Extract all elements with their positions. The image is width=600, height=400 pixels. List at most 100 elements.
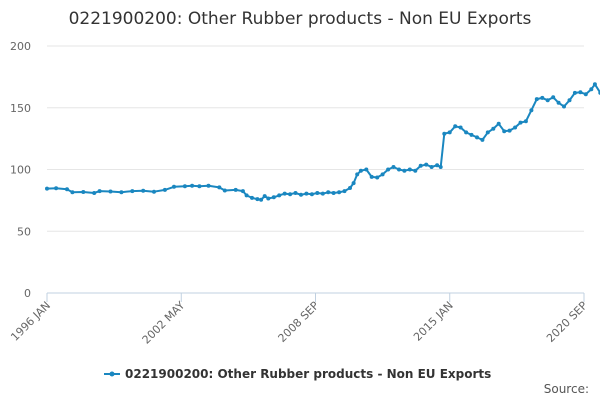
data-point-0-12[interactable] — [162, 187, 167, 192]
data-point-0-46[interactable] — [364, 167, 369, 172]
data-point-0-73[interactable] — [507, 128, 512, 133]
data-point-0-2[interactable] — [65, 187, 69, 192]
data-point-0-11[interactable] — [152, 189, 156, 194]
data-point-0-61[interactable] — [442, 131, 447, 136]
data-point-0-33[interactable] — [299, 192, 303, 197]
data-point-0-45[interactable] — [358, 168, 363, 173]
data-point-0-44[interactable] — [355, 172, 360, 177]
data-point-0-83[interactable] — [562, 104, 566, 109]
data-point-0-50[interactable] — [386, 167, 391, 172]
data-point-0-89[interactable] — [592, 82, 597, 87]
data-point-0-0[interactable] — [45, 186, 49, 191]
data-point-0-31[interactable] — [288, 192, 293, 197]
data-point-0-22[interactable] — [244, 193, 249, 198]
data-point-0-35[interactable] — [309, 192, 314, 197]
data-point-0-67[interactable] — [475, 135, 479, 140]
data-point-0-10[interactable] — [141, 188, 146, 193]
data-point-0-41[interactable] — [342, 189, 347, 194]
data-point-0-29[interactable] — [277, 193, 282, 198]
data-point-0-47[interactable] — [369, 174, 374, 179]
x-tick-label-2: 2008 SEP — [276, 299, 322, 345]
data-point-0-27[interactable] — [266, 196, 271, 201]
data-point-0-34[interactable] — [304, 191, 309, 196]
data-point-0-75[interactable] — [518, 120, 523, 125]
data-point-0-54[interactable] — [407, 167, 412, 172]
data-point-0-71[interactable] — [496, 121, 501, 126]
data-point-0-19[interactable] — [222, 188, 227, 193]
data-point-0-87[interactable] — [583, 92, 588, 97]
data-point-0-62[interactable] — [447, 130, 452, 135]
data-point-0-37[interactable] — [320, 191, 325, 196]
data-point-0-66[interactable] — [469, 132, 474, 137]
data-point-0-6[interactable] — [97, 189, 102, 194]
data-point-0-59[interactable] — [435, 163, 440, 168]
data-point-0-26[interactable] — [262, 194, 267, 199]
data-point-0-28[interactable] — [271, 195, 276, 200]
data-point-0-16[interactable] — [197, 184, 202, 189]
data-point-0-21[interactable] — [240, 189, 245, 194]
data-point-0-86[interactable] — [578, 90, 583, 95]
data-point-0-82[interactable] — [556, 100, 561, 105]
data-point-0-72[interactable] — [502, 129, 507, 134]
data-point-0-48[interactable] — [375, 175, 380, 180]
data-point-0-43[interactable] — [351, 181, 356, 186]
data-point-0-63[interactable] — [453, 124, 458, 129]
data-point-0-64[interactable] — [458, 125, 463, 130]
data-point-0-13[interactable] — [172, 184, 176, 189]
data-point-0-77[interactable] — [529, 108, 534, 113]
data-point-0-69[interactable] — [485, 130, 490, 135]
data-point-0-40[interactable] — [337, 190, 342, 195]
data-point-0-51[interactable] — [391, 165, 396, 169]
data-point-0-60[interactable] — [438, 165, 443, 169]
data-point-0-68[interactable] — [480, 137, 485, 142]
data-point-0-78[interactable] — [534, 97, 539, 102]
data-point-0-8[interactable] — [119, 190, 124, 195]
data-point-0-55[interactable] — [413, 168, 418, 173]
series-layer — [45, 82, 600, 202]
data-point-0-18[interactable] — [217, 185, 222, 190]
x-tick-label-0: 1996 JAN — [8, 299, 53, 344]
data-point-0-88[interactable] — [589, 87, 594, 92]
data-point-0-39[interactable] — [331, 191, 336, 195]
x-tick-label-3: 2015 JAN — [411, 299, 456, 344]
data-point-0-49[interactable] — [380, 172, 385, 177]
data-point-0-80[interactable] — [545, 98, 550, 103]
data-point-0-56[interactable] — [418, 163, 423, 168]
data-point-0-7[interactable] — [108, 189, 113, 194]
data-point-0-20[interactable] — [233, 187, 238, 192]
data-point-0-9[interactable] — [130, 189, 135, 194]
y-tick-label-4: 200 — [10, 40, 31, 53]
data-point-0-25[interactable] — [259, 197, 264, 202]
data-point-0-24[interactable] — [255, 197, 260, 202]
data-point-0-84[interactable] — [567, 98, 572, 103]
data-point-0-23[interactable] — [250, 195, 254, 200]
data-point-0-58[interactable] — [429, 165, 434, 169]
data-point-0-30[interactable] — [282, 191, 287, 196]
data-point-0-1[interactable] — [54, 186, 59, 191]
data-point-0-85[interactable] — [572, 90, 577, 95]
data-point-0-15[interactable] — [190, 183, 195, 188]
data-point-0-17[interactable] — [206, 183, 211, 188]
data-point-0-52[interactable] — [397, 167, 401, 172]
data-point-0-38[interactable] — [326, 190, 331, 195]
data-point-0-79[interactable] — [540, 95, 545, 100]
legend[interactable]: 0221900200: Other Rubber products - Non … — [104, 367, 491, 381]
data-point-0-4[interactable] — [81, 190, 86, 194]
data-point-0-5[interactable] — [92, 191, 97, 195]
data-point-0-81[interactable] — [551, 95, 556, 100]
data-point-0-14[interactable] — [182, 184, 187, 189]
data-point-0-70[interactable] — [491, 126, 496, 131]
data-point-0-42[interactable] — [348, 186, 352, 190]
chart-title: 0221900200: Other Rubber products - Non … — [69, 9, 532, 29]
data-point-0-32[interactable] — [293, 191, 298, 195]
data-point-0-36[interactable] — [315, 191, 320, 195]
data-point-0-53[interactable] — [402, 168, 407, 173]
data-point-0-3[interactable] — [70, 190, 75, 195]
data-point-0-65[interactable] — [464, 130, 469, 135]
data-point-0-57[interactable] — [424, 162, 429, 167]
data-point-0-74[interactable] — [513, 125, 518, 130]
y-tick-label-1: 50 — [17, 225, 31, 238]
data-point-0-76[interactable] — [523, 119, 528, 124]
y-axis-ticks: 0 50 100 150 200 — [10, 40, 31, 300]
